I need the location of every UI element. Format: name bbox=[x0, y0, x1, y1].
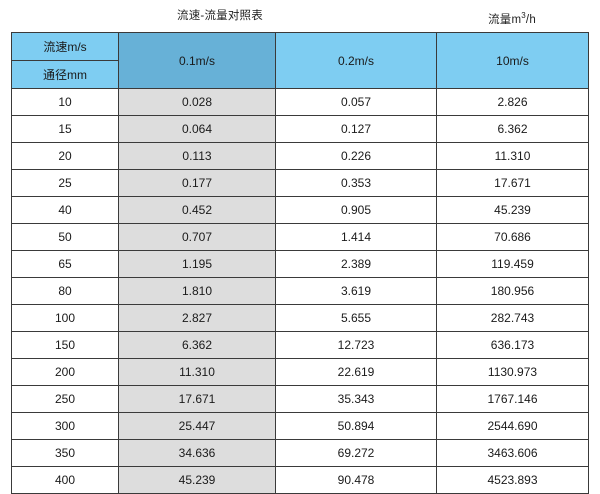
table-row: 150 6.362 12.723 636.173 bbox=[11, 331, 589, 359]
cell-diameter: 150 bbox=[11, 331, 119, 359]
table-row: 50 0.707 1.414 70.686 bbox=[11, 223, 589, 251]
cell-flow-1: 3.619 bbox=[275, 277, 437, 305]
unit-title: 流量m3/h bbox=[436, 0, 588, 36]
cell-diameter: 50 bbox=[11, 223, 119, 251]
cell-flow-1: 22.619 bbox=[275, 358, 437, 386]
table-row: 100 2.827 5.655 282.743 bbox=[11, 304, 589, 332]
unit-title-suffix: /h bbox=[525, 13, 536, 26]
cell-flow-0: 1.810 bbox=[118, 277, 276, 305]
table-row: 40 0.452 0.905 45.239 bbox=[11, 196, 589, 224]
unit-title-superscript: 3 bbox=[521, 11, 526, 20]
page-title: 流速-流量对照表 bbox=[177, 10, 263, 22]
cell-flow-1: 5.655 bbox=[275, 304, 437, 332]
cell-diameter: 200 bbox=[11, 358, 119, 386]
cell-flow-0: 6.362 bbox=[118, 331, 276, 359]
corner-header-velocity-label: 流速m/s bbox=[11, 32, 119, 61]
cell-flow-0: 11.310 bbox=[118, 358, 276, 386]
cell-diameter: 400 bbox=[11, 466, 119, 494]
cell-flow-2: 6.362 bbox=[436, 115, 589, 143]
cell-flow-0: 1.195 bbox=[118, 250, 276, 278]
table-row: 10 0.028 0.057 2.826 bbox=[11, 88, 589, 116]
cell-diameter: 15 bbox=[11, 115, 119, 143]
cell-flow-1: 2.389 bbox=[275, 250, 437, 278]
column-header-0[interactable]: 0.1m/s bbox=[118, 32, 276, 89]
cell-flow-1: 69.272 bbox=[275, 439, 437, 467]
cell-flow-2: 4523.893 bbox=[436, 466, 589, 494]
table-row: 250 17.671 35.343 1767.146 bbox=[11, 385, 589, 413]
cell-diameter: 65 bbox=[11, 250, 119, 278]
cell-diameter: 300 bbox=[11, 412, 119, 440]
table-row: 350 34.636 69.272 3463.606 bbox=[11, 439, 589, 467]
table-row: 20 0.113 0.226 11.310 bbox=[11, 142, 589, 170]
unit-title-prefix: 流量m bbox=[488, 13, 522, 26]
column-header-1[interactable]: 0.2m/s bbox=[275, 32, 437, 89]
table-row: 25 0.177 0.353 17.671 bbox=[11, 169, 589, 197]
cell-diameter: 40 bbox=[11, 196, 119, 224]
cell-flow-2: 180.956 bbox=[436, 277, 589, 305]
cell-flow-2: 11.310 bbox=[436, 142, 589, 170]
cell-diameter: 350 bbox=[11, 439, 119, 467]
table-row: 65 1.195 2.389 119.459 bbox=[11, 250, 589, 278]
cell-flow-1: 0.057 bbox=[275, 88, 437, 116]
cell-flow-2: 3463.606 bbox=[436, 439, 589, 467]
column-header-2[interactable]: 10m/s bbox=[436, 32, 589, 89]
cell-flow-2: 2.826 bbox=[436, 88, 589, 116]
cell-flow-1: 35.343 bbox=[275, 385, 437, 413]
cell-flow-0: 0.177 bbox=[118, 169, 276, 197]
table-row: 15 0.064 0.127 6.362 bbox=[11, 115, 589, 143]
table-header-row-top: 流速m/s 0.1m/s 0.2m/s 10m/s bbox=[11, 32, 589, 89]
cell-flow-1: 50.894 bbox=[275, 412, 437, 440]
flow-velocity-table-wrapper: 流速m/s 0.1m/s 0.2m/s 10m/s 通径mm 10 0.028 … bbox=[11, 32, 589, 494]
cell-flow-2: 636.173 bbox=[436, 331, 589, 359]
cell-flow-0: 2.827 bbox=[118, 304, 276, 332]
cell-flow-2: 45.239 bbox=[436, 196, 589, 224]
cell-flow-2: 1767.146 bbox=[436, 385, 589, 413]
cell-flow-1: 12.723 bbox=[275, 331, 437, 359]
cell-diameter: 25 bbox=[11, 169, 119, 197]
table-row: 200 11.310 22.619 1130.973 bbox=[11, 358, 589, 386]
cell-flow-0: 0.707 bbox=[118, 223, 276, 251]
cell-flow-1: 0.905 bbox=[275, 196, 437, 224]
cell-flow-0: 0.113 bbox=[118, 142, 276, 170]
cell-flow-0: 0.064 bbox=[118, 115, 276, 143]
table-row: 80 1.810 3.619 180.956 bbox=[11, 277, 589, 305]
cell-flow-0: 0.028 bbox=[118, 88, 276, 116]
table-row: 300 25.447 50.894 2544.690 bbox=[11, 412, 589, 440]
table-header: 流速m/s 0.1m/s 0.2m/s 10m/s 通径mm bbox=[11, 32, 589, 89]
cell-diameter: 100 bbox=[11, 304, 119, 332]
cell-flow-2: 70.686 bbox=[436, 223, 589, 251]
cell-flow-2: 1130.973 bbox=[436, 358, 589, 386]
cell-flow-1: 90.478 bbox=[275, 466, 437, 494]
cell-flow-0: 0.452 bbox=[118, 196, 276, 224]
cell-flow-1: 0.226 bbox=[275, 142, 437, 170]
cell-flow-2: 119.459 bbox=[436, 250, 589, 278]
cell-flow-2: 2544.690 bbox=[436, 412, 589, 440]
caption-bar: 流速-流量对照表 流量m3/h bbox=[0, 0, 600, 32]
cell-diameter: 250 bbox=[11, 385, 119, 413]
table-row: 400 45.239 90.478 4523.893 bbox=[11, 466, 589, 494]
cell-flow-0: 25.447 bbox=[118, 412, 276, 440]
cell-flow-1: 0.353 bbox=[275, 169, 437, 197]
cell-flow-2: 282.743 bbox=[436, 304, 589, 332]
cell-flow-1: 1.414 bbox=[275, 223, 437, 251]
cell-flow-0: 17.671 bbox=[118, 385, 276, 413]
flow-velocity-table: 流速m/s 0.1m/s 0.2m/s 10m/s 通径mm 10 0.028 … bbox=[11, 32, 589, 494]
cell-flow-2: 17.671 bbox=[436, 169, 589, 197]
corner-header-diameter-label: 通径mm bbox=[11, 60, 119, 89]
table-body: 10 0.028 0.057 2.826 15 0.064 0.127 6.36… bbox=[11, 88, 589, 494]
cell-diameter: 20 bbox=[11, 142, 119, 170]
table-header-row-bottom: 通径mm bbox=[11, 60, 589, 89]
cell-diameter: 80 bbox=[11, 277, 119, 305]
cell-flow-0: 45.239 bbox=[118, 466, 276, 494]
cell-diameter: 10 bbox=[11, 88, 119, 116]
cell-flow-0: 34.636 bbox=[118, 439, 276, 467]
cell-flow-1: 0.127 bbox=[275, 115, 437, 143]
